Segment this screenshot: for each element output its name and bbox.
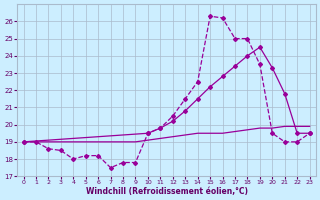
X-axis label: Windchill (Refroidissement éolien,°C): Windchill (Refroidissement éolien,°C)	[85, 187, 248, 196]
